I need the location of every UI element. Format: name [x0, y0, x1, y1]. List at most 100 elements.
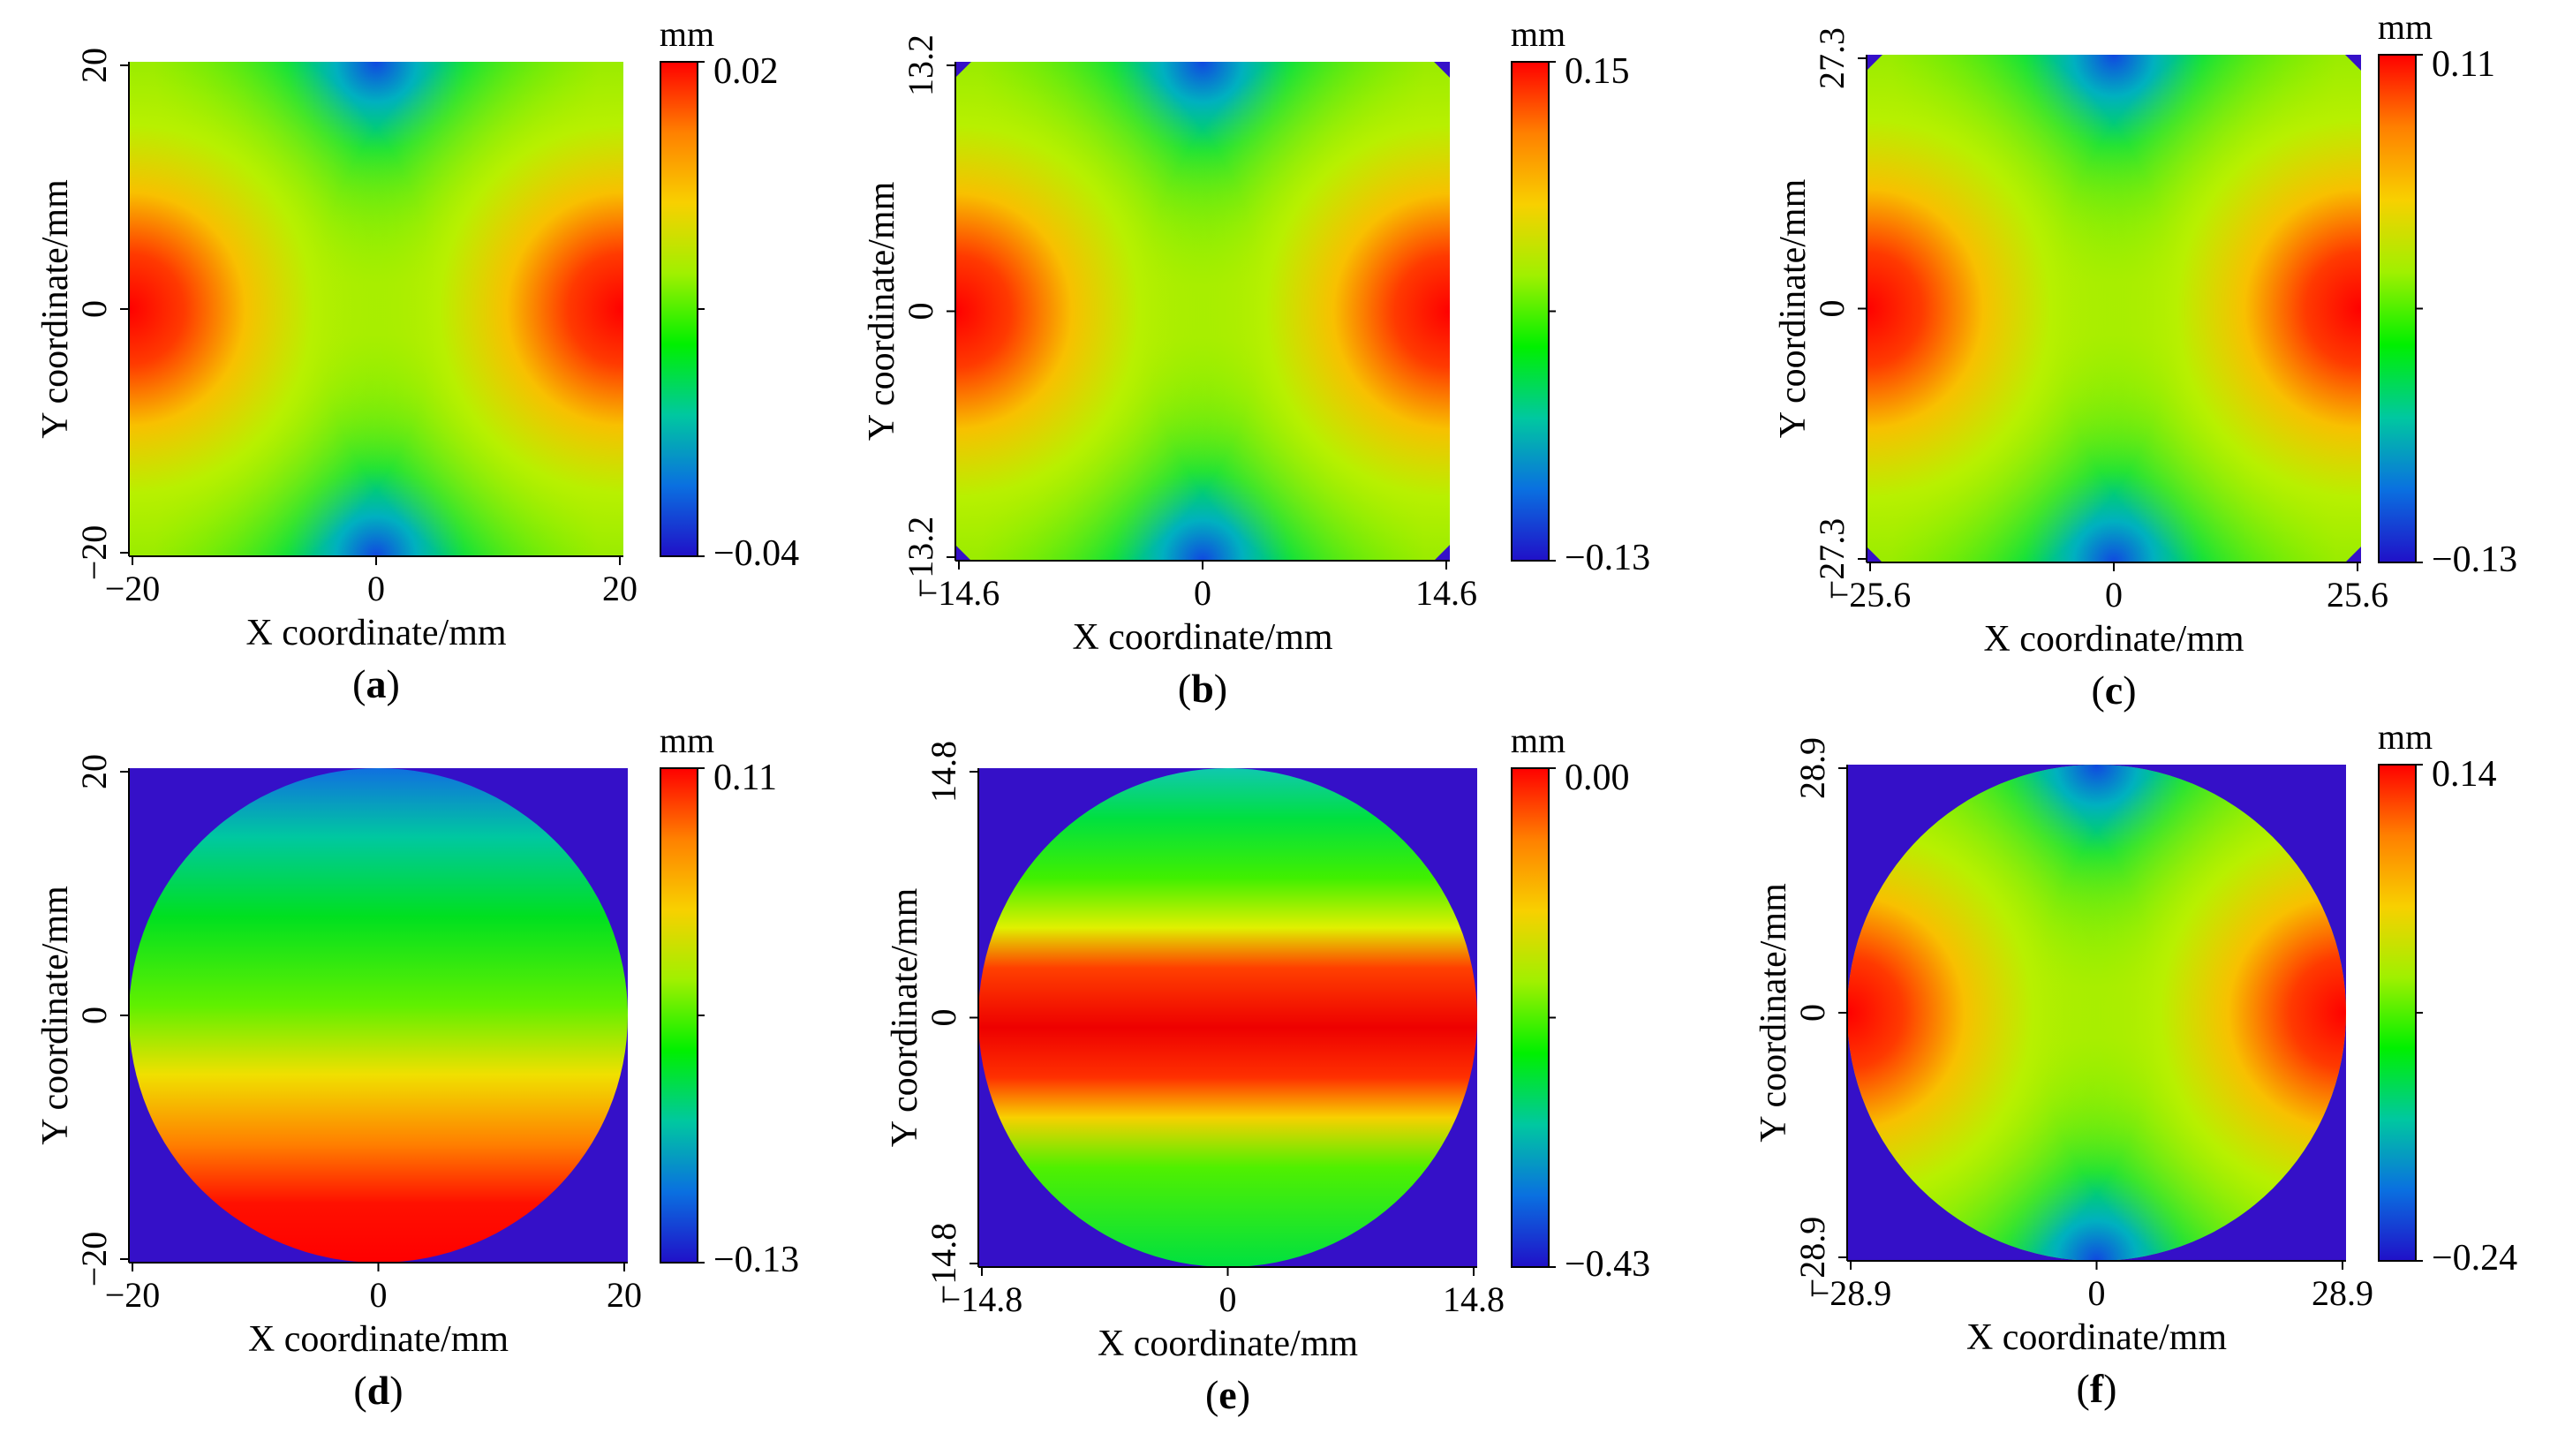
x-tick-label: −28.9 [1810, 1273, 1892, 1313]
x-tick-label: −14.6 [918, 573, 1000, 613]
panel-label-open: ( [2077, 1366, 2090, 1411]
colorbar-max-label: 0.00 [1565, 758, 1630, 798]
colorbar-max-label: 0.14 [2432, 754, 2497, 795]
y-axis-label: Y coordinate/mm [35, 179, 76, 439]
panel-label-close: ) [2123, 668, 2136, 713]
panel-label: (e) [1205, 1372, 1250, 1417]
panel-label-close: ) [387, 661, 400, 706]
colorbar-min-label: −0.24 [2432, 1238, 2517, 1279]
y-tick-label: −13.2 [901, 517, 940, 599]
x-tick-label: −20 [105, 1275, 161, 1315]
heatmap-gradient [129, 768, 628, 1263]
x-tick-label: 14.6 [1415, 573, 1477, 613]
panel-label-letter: e [1218, 1372, 1236, 1417]
colorbar-unit: mm [660, 14, 714, 54]
y-axis-label: Y coordinate/mm [35, 886, 76, 1145]
colorbar [660, 61, 698, 557]
panel-label-close: ) [389, 1368, 403, 1413]
heatmap-field [978, 768, 1477, 1267]
colorbar-min-label: −0.04 [713, 533, 799, 574]
x-tick-label: −14.8 [941, 1279, 1023, 1319]
y-tick-label: 0 [74, 300, 114, 318]
x-axis-label: X coordinate/mm [1098, 1324, 1358, 1364]
panel-label-letter: d [367, 1368, 390, 1413]
heatmap-right-lobe [129, 62, 623, 556]
colorbar [660, 767, 698, 1264]
panel-label: (a) [352, 661, 400, 706]
panel-label-open: ( [1178, 666, 1191, 711]
x-tick-label: 0 [2088, 1273, 2106, 1313]
colorbar-unit: mm [2378, 7, 2433, 47]
panel-label: (c) [2091, 668, 2136, 713]
panel-a: −20 0 20 −20 0 20 X coordinate/mm Y coordinate/… [35, 14, 799, 706]
panel-label-close: ) [2103, 1366, 2116, 1411]
x-axis-label: X coordinate/mm [1966, 1317, 2227, 1358]
y-tick-label: 0 [74, 1007, 114, 1024]
y-tick-label: 20 [74, 754, 114, 789]
panel-d: −20 0 20 −20 0 20 X coordinate/mm Y coordinate/… [35, 720, 799, 1413]
panel-label-letter: b [1191, 666, 1214, 711]
x-tick-label: 25.6 [2327, 575, 2388, 615]
x-tick-label: 28.9 [2312, 1273, 2373, 1313]
colorbar-min-label: −0.43 [1565, 1244, 1650, 1285]
x-tick-label: 14.8 [1443, 1279, 1505, 1319]
x-axis-label: X coordinate/mm [245, 613, 506, 653]
heatmap-field [1847, 765, 2346, 1261]
x-tick-label: −25.6 [1830, 575, 1912, 615]
colorbar [1511, 61, 1550, 562]
heatmap-right-lobe [955, 62, 1450, 561]
x-tick-label: 20 [602, 569, 638, 608]
heatmap-band [978, 768, 1477, 1267]
colorbar-unit: mm [1511, 14, 1565, 54]
y-tick-label: 14.8 [924, 741, 963, 803]
colorbar-min-label: −0.13 [2432, 539, 2517, 580]
heatmap-right-lobe [1847, 765, 2346, 1261]
x-tick-label: −20 [105, 569, 161, 608]
panel-label-open: ( [352, 661, 366, 706]
y-tick-label: 13.2 [901, 34, 940, 96]
y-tick-label: 28.9 [1792, 737, 1832, 799]
x-tick-label: 0 [367, 569, 385, 608]
colorbar-min-label: −0.13 [1565, 538, 1650, 578]
heatmap-right-lobe [1867, 55, 2361, 562]
y-tick-label: 0 [924, 1009, 963, 1027]
panel-label-close: ) [1214, 666, 1227, 711]
x-axis-label: X coordinate/mm [1983, 619, 2244, 660]
x-tick-label: 0 [370, 1275, 388, 1315]
colorbar [2378, 54, 2417, 563]
panel-label-open: ( [2091, 668, 2104, 713]
colorbar [2378, 764, 2417, 1262]
y-tick-label: −14.8 [924, 1223, 963, 1305]
heatmap-field [129, 768, 628, 1263]
panel-label: (b) [1178, 666, 1227, 711]
panel-label-letter: c [2105, 668, 2123, 713]
colorbar-max-label: 0.15 [1565, 51, 1630, 92]
panel-label: (d) [353, 1368, 403, 1413]
y-axis-label: Y coordinate/mm [1754, 883, 1794, 1143]
colorbar-unit: mm [660, 720, 714, 760]
panel-c: −25.6 0 25.6 −27.3 0 27.3 X coordinate/mm Y coo… [1773, 7, 2517, 713]
heatmap-field [955, 62, 1450, 561]
panel-label-letter: a [366, 661, 387, 706]
colorbar-min-label: −0.13 [713, 1240, 799, 1280]
y-tick-label: −20 [74, 1232, 114, 1287]
y-tick-label: −27.3 [1812, 518, 1852, 600]
panel-label-open: ( [1205, 1372, 1218, 1417]
y-tick-label: 20 [74, 48, 114, 83]
y-axis-label: Y coordinate/mm [862, 181, 902, 441]
panel-label-open: ( [353, 1368, 366, 1413]
heatmap-field [129, 62, 623, 556]
y-tick-label: 0 [901, 303, 940, 321]
x-axis-label: X coordinate/mm [248, 1319, 509, 1360]
y-tick-label: −28.9 [1792, 1217, 1832, 1299]
panel-b: −14.6 0 14.6 −13.2 0 13.2 X coordinate/mm Y coo… [862, 14, 1650, 711]
y-axis-label: Y coordinate/mm [885, 887, 925, 1147]
x-tick-label: 0 [1194, 573, 1211, 613]
colorbar-unit: mm [1511, 720, 1565, 760]
x-axis-label: X coordinate/mm [1072, 617, 1332, 658]
heatmap-field [1867, 55, 2361, 562]
y-tick-label: 0 [1812, 300, 1852, 318]
panel-label-close: ) [1237, 1372, 1250, 1417]
x-tick-label: 20 [607, 1275, 642, 1315]
colorbar [1511, 767, 1550, 1268]
